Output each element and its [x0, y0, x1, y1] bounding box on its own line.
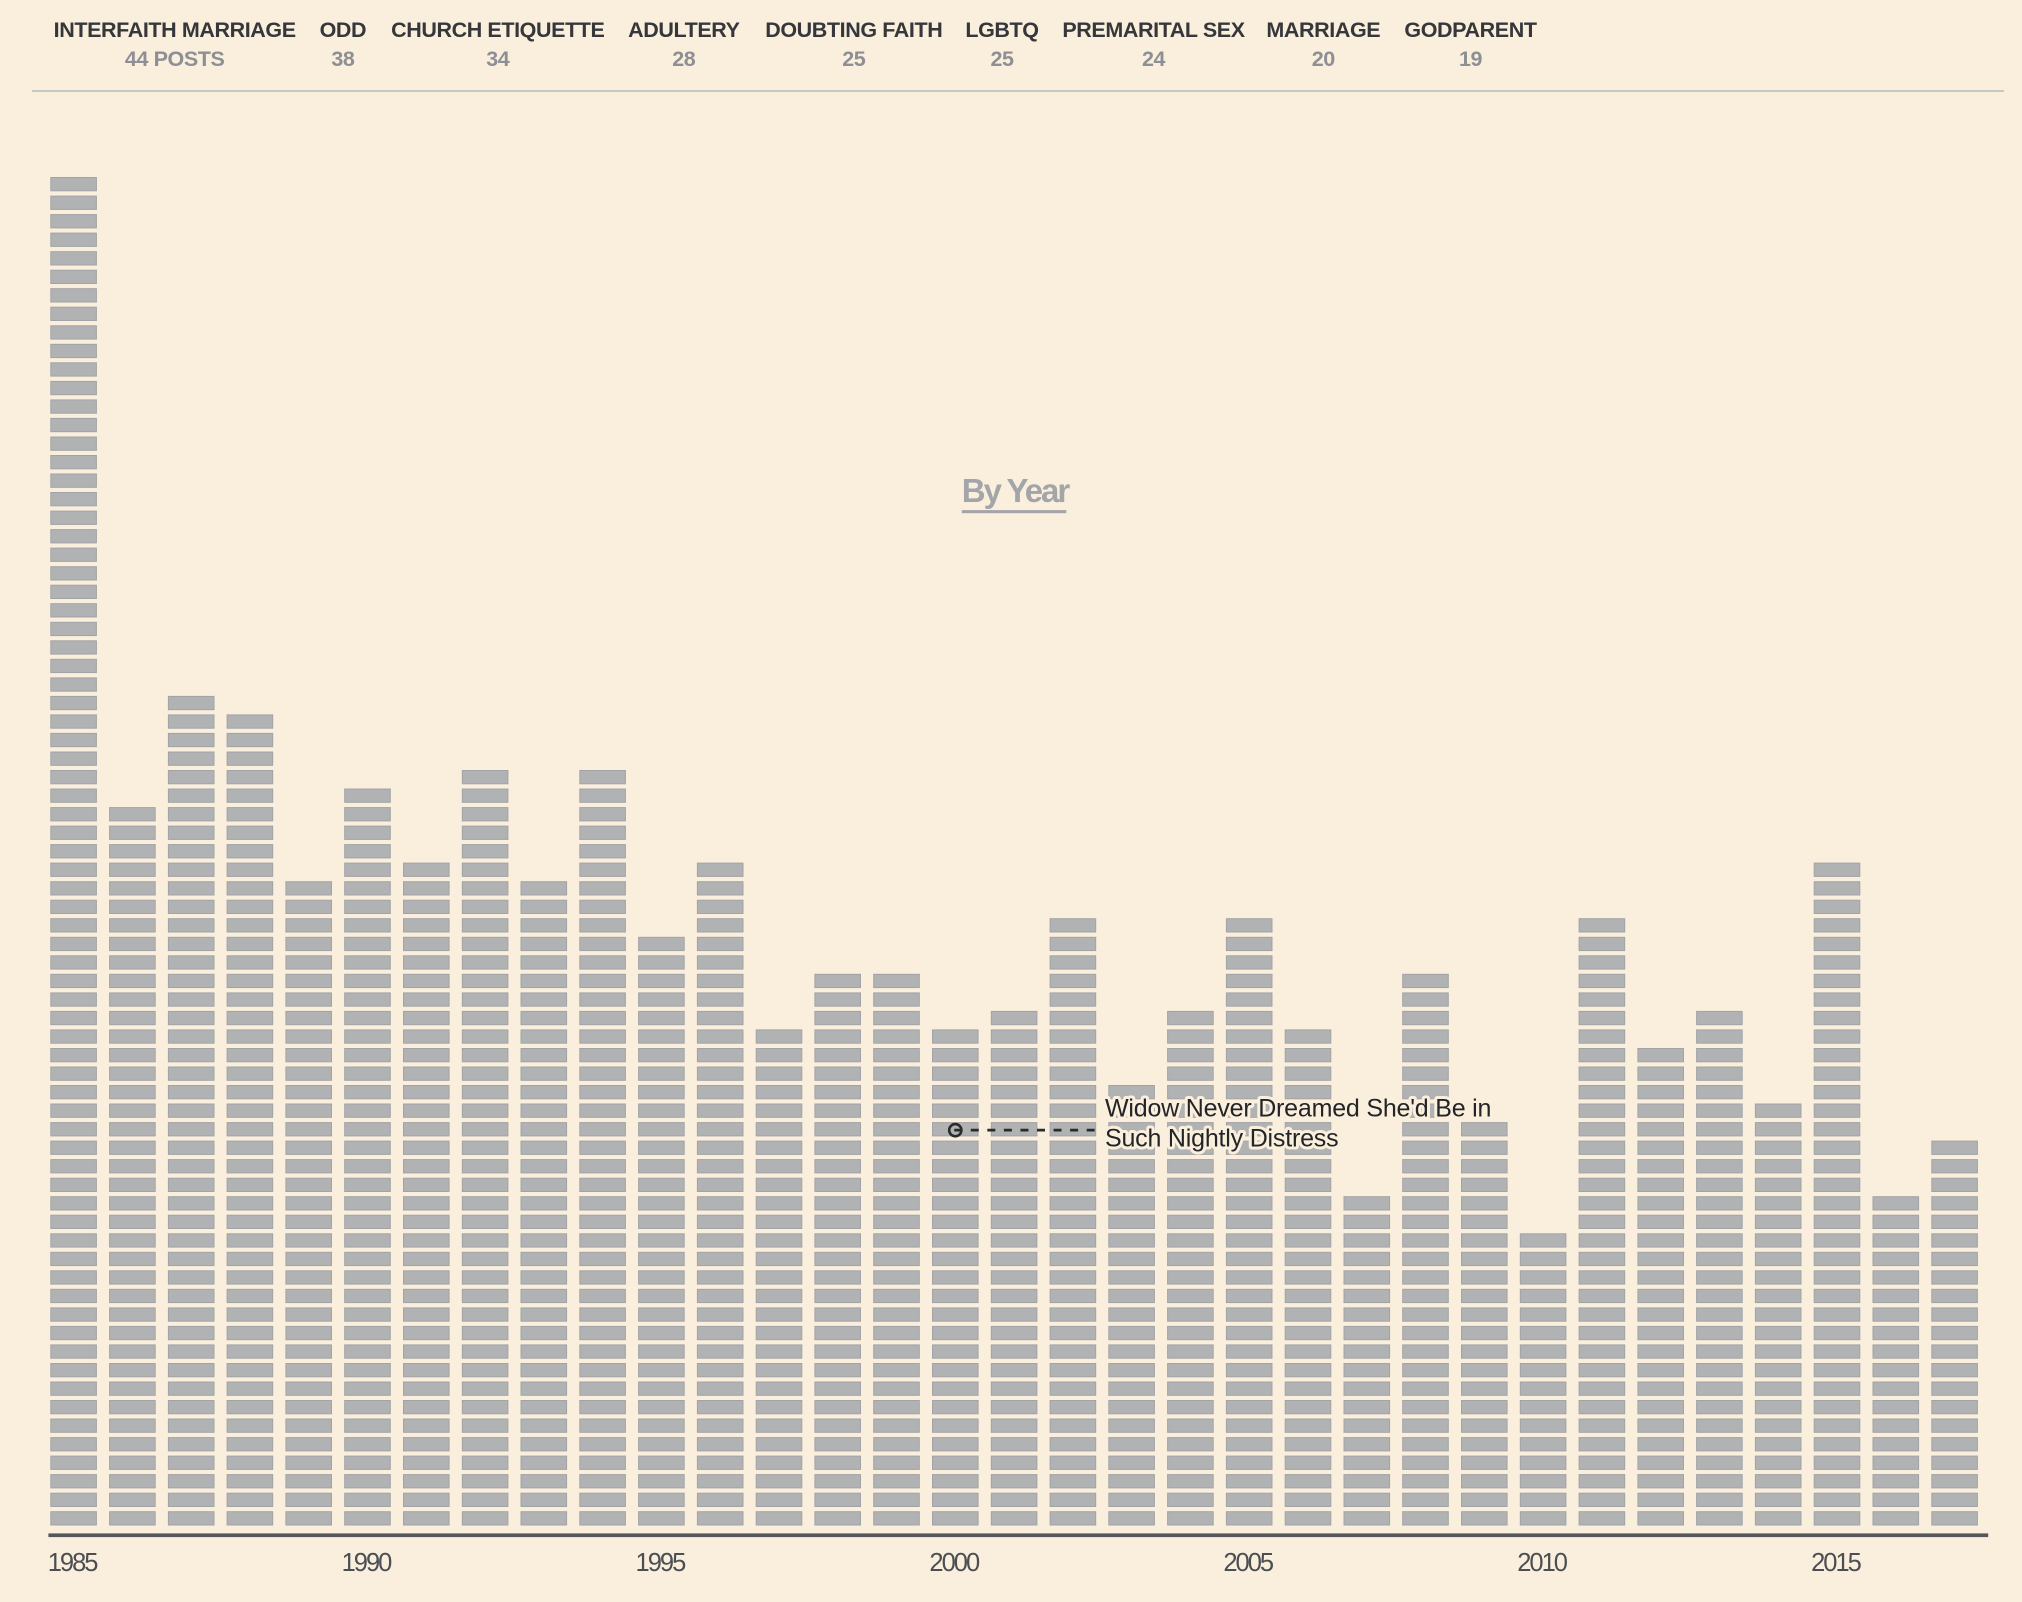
- svg-text:1990: 1990: [342, 1549, 393, 1577]
- svg-text:1985: 1985: [48, 1549, 99, 1577]
- svg-text:2005: 2005: [1223, 1549, 1274, 1577]
- svg-text:Widow Never Dreamed She'd Be i: Widow Never Dreamed She'd Be in: [1105, 1095, 1491, 1123]
- svg-text:By Year: By Year: [962, 472, 1071, 509]
- svg-text:2000: 2000: [929, 1549, 980, 1577]
- svg-text:1995: 1995: [636, 1549, 687, 1577]
- svg-text:Such Nightly Distress: Such Nightly Distress: [1105, 1125, 1338, 1153]
- svg-text:2010: 2010: [1517, 1549, 1568, 1577]
- svg-text:2015: 2015: [1811, 1549, 1862, 1577]
